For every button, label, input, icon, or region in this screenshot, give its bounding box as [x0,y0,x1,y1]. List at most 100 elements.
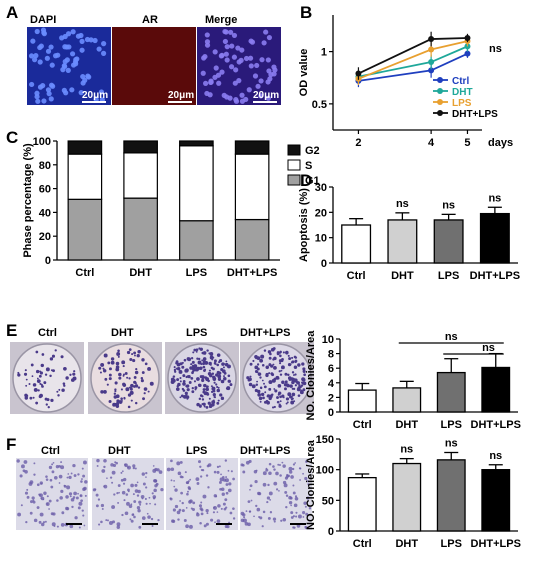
migrated-cell [78,501,83,506]
colony [25,378,28,381]
migrated-cell [33,518,38,523]
colony [60,355,64,359]
migrated-cell [106,519,109,522]
annotation-ns: ns [442,199,455,211]
migrated-cell [273,468,276,471]
migrated-cell [100,503,105,508]
colony [213,359,217,363]
migrated-cell [176,461,181,466]
colony [63,366,67,371]
colony [259,400,262,403]
colony [110,360,115,365]
migrated-cell [247,500,251,503]
migrated-cell [304,505,307,508]
nucleus [92,37,98,44]
y-tick-label: 0 [321,258,327,270]
migrated-cell [205,522,209,526]
colony [100,362,105,367]
colony [181,361,184,364]
colony [181,365,185,369]
migrated-cell [73,491,77,496]
migrated-cell [81,509,84,512]
migrated-cell [123,499,126,502]
migrated-cell [292,484,295,487]
colony [25,384,28,387]
migrated-cell [174,504,179,509]
colony [294,384,297,387]
nucleus [207,92,213,98]
colony [202,390,206,394]
colony [28,383,31,386]
colony [118,376,122,380]
colony [24,396,29,400]
colony [107,361,111,365]
colony [196,402,200,407]
colony [129,387,133,391]
migrated-cell [36,483,40,487]
colony [189,366,193,370]
migrated-cell [77,492,79,495]
migrated-cell [285,494,289,497]
colony [199,394,203,397]
colony [207,372,212,376]
migrated-cell [280,519,283,522]
migrated-cell [16,459,20,463]
migrated-cell [295,511,298,514]
colony [102,367,105,370]
bar-segment-S [234,153,270,221]
migrated-cell [121,470,124,473]
colony [117,355,120,358]
y-tick-label: 100 [33,136,51,148]
migrated-cell [249,484,253,488]
colony [194,388,197,391]
migrated-cell [282,480,287,485]
nucleus [63,90,69,96]
migrated-cell [171,519,175,523]
colony [102,369,107,373]
colony [179,396,182,399]
migrated-cell [136,481,139,484]
migrated-cell [293,503,298,508]
colony [276,351,280,354]
colony [114,381,118,385]
colony [284,380,288,384]
migrated-cell [26,495,30,499]
colony [273,365,277,370]
migrated-cell [122,482,126,485]
migrated-cell [292,463,296,466]
colony [260,354,265,359]
nucleus [73,61,79,67]
migrated-cell [152,465,155,467]
migrated-cell [199,465,202,468]
migrated-cell [185,507,188,509]
migrated-cell [290,516,294,519]
y-tick-label: 2 [328,392,334,404]
colony [216,401,220,405]
migrated-cell [287,474,290,478]
migrated-cell [141,516,146,520]
nucleus [233,98,240,104]
nucleus [219,52,225,58]
migrated-cell [44,520,47,523]
colony [129,390,134,395]
migrated-cell [21,464,25,469]
migrated-cell [145,476,147,478]
colony [115,361,120,366]
migrated-cell [63,484,67,488]
x-tick-label: DHT+LPS [471,419,521,431]
migrated-cell [267,516,271,520]
colony [176,367,181,371]
colony [256,389,261,394]
colony [136,354,140,358]
y-axis-label: NO. Clonies/Area [305,330,317,421]
y-tick-label: 1 [321,47,327,59]
colony [54,349,57,352]
colony [301,381,304,384]
colony [212,375,216,379]
migrated-cell [151,525,154,527]
colony [184,391,188,395]
bar [481,366,511,413]
colony [202,351,207,355]
migrated-cell [198,460,201,464]
colony [104,353,108,358]
